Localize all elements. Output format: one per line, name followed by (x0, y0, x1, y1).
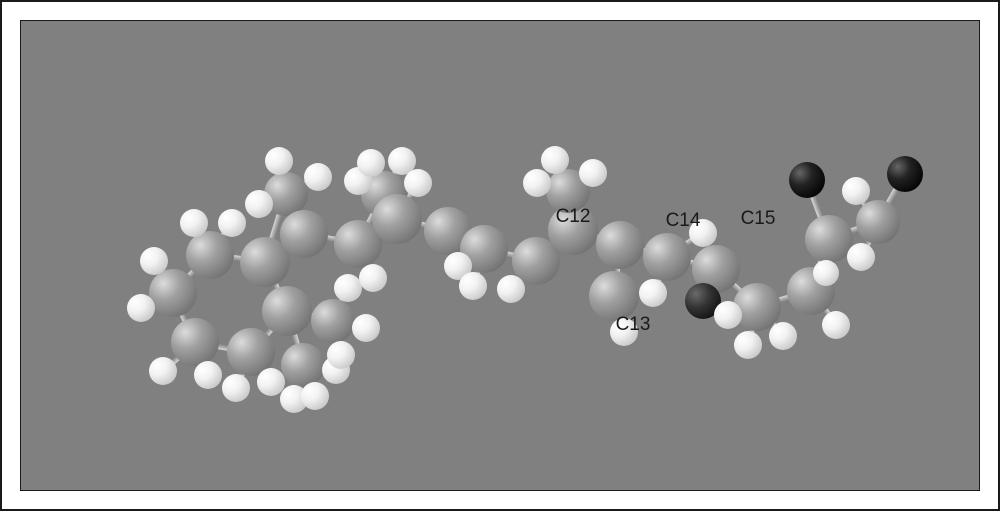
atom-white (359, 264, 387, 292)
atom-white (265, 147, 293, 175)
atom-gray (280, 210, 328, 258)
atom-white (301, 382, 329, 410)
atom-white (769, 322, 797, 350)
atom-white (304, 163, 332, 191)
atom-white (523, 169, 551, 197)
atom-white (822, 311, 850, 339)
atom-white (140, 247, 168, 275)
atom-gray (186, 231, 234, 279)
figure-frame: C12 C13 C14 C15 (0, 0, 1000, 511)
atom-white (579, 159, 607, 187)
atom-black (887, 156, 923, 192)
atom-white (404, 169, 432, 197)
atom-gray (171, 318, 219, 366)
atom-gray (262, 286, 312, 336)
atom-white (352, 314, 380, 342)
atom-white (222, 374, 250, 402)
atom-label: C15 (741, 208, 776, 230)
atom-white (194, 361, 222, 389)
atom-white (218, 209, 246, 237)
atom-gray (856, 200, 900, 244)
atom-white (639, 279, 667, 307)
atom-white (357, 149, 385, 177)
atom-label: C12 (556, 206, 591, 228)
atom-gray (596, 221, 644, 269)
atom-gray (372, 194, 422, 244)
atom-gray (281, 343, 325, 387)
atom-white (127, 294, 155, 322)
atom-white (734, 331, 762, 359)
atom-white (847, 243, 875, 271)
atom-white (842, 177, 870, 205)
atom-white (813, 260, 839, 286)
atom-gray (149, 269, 197, 317)
atom-label: C14 (666, 210, 701, 232)
atom-white (245, 190, 273, 218)
atom-gray (311, 299, 355, 343)
atom-white (180, 209, 208, 237)
atom-gray (805, 215, 853, 263)
atom-white (497, 275, 525, 303)
atom-black (789, 162, 825, 198)
atom-white (541, 146, 569, 174)
atom-white (714, 301, 742, 329)
atom-white (334, 274, 362, 302)
atom-label: C13 (616, 314, 651, 336)
atom-white (149, 357, 177, 385)
molecule-scene: C12 C13 C14 C15 (20, 20, 980, 491)
atom-white (327, 341, 355, 369)
atom-gray (643, 233, 691, 281)
atom-white (459, 272, 487, 300)
